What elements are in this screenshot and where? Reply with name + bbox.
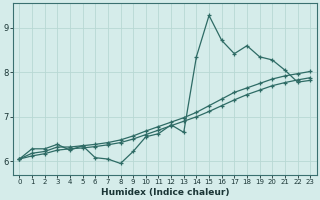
X-axis label: Humidex (Indice chaleur): Humidex (Indice chaleur) <box>100 188 229 197</box>
